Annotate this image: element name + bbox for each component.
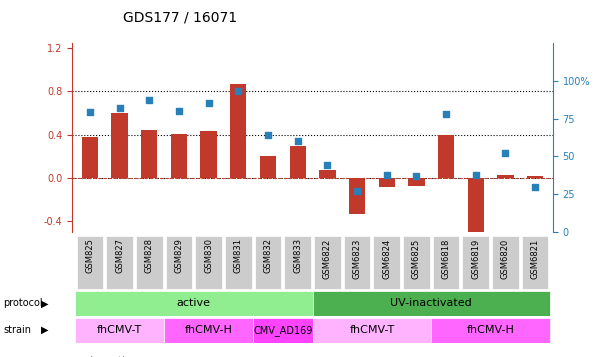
FancyBboxPatch shape	[433, 236, 459, 289]
Text: GSM832: GSM832	[263, 238, 272, 273]
Text: GSM6820: GSM6820	[501, 238, 510, 278]
Bar	[111, 113, 128, 178]
FancyBboxPatch shape	[373, 236, 400, 289]
Bar	[201, 131, 217, 178]
Text: protocol: protocol	[3, 298, 43, 308]
FancyBboxPatch shape	[344, 236, 370, 289]
Bar	[290, 146, 306, 178]
Point	[234, 89, 243, 94]
Text: ■ log ratio: ■ log ratio	[78, 356, 131, 357]
Text: GSM6819: GSM6819	[471, 238, 480, 278]
Text: GSM6824: GSM6824	[382, 238, 391, 278]
FancyBboxPatch shape	[225, 236, 252, 289]
Text: GSM6821: GSM6821	[531, 238, 540, 278]
Point	[85, 110, 95, 115]
Bar	[408, 178, 424, 186]
FancyBboxPatch shape	[403, 236, 430, 289]
Bar	[171, 134, 187, 178]
Bar	[527, 176, 543, 178]
Text: GSM831: GSM831	[234, 238, 243, 273]
FancyBboxPatch shape	[75, 318, 164, 343]
Bar	[349, 178, 365, 214]
Point	[412, 173, 421, 179]
Text: ▶: ▶	[41, 298, 48, 308]
Bar	[438, 135, 454, 178]
FancyBboxPatch shape	[462, 236, 489, 289]
Bar	[468, 178, 484, 232]
Text: GSM829: GSM829	[174, 238, 183, 273]
Point	[501, 151, 510, 156]
Text: ▶: ▶	[41, 325, 48, 335]
Point	[174, 108, 184, 114]
Point	[352, 188, 362, 194]
Text: fhCMV-H: fhCMV-H	[185, 325, 233, 335]
Point	[144, 97, 154, 103]
Text: GSM6825: GSM6825	[412, 238, 421, 278]
Point	[204, 101, 213, 106]
Text: GSM6818: GSM6818	[442, 238, 451, 279]
FancyBboxPatch shape	[253, 318, 313, 343]
FancyBboxPatch shape	[522, 236, 549, 289]
Text: UV-inactivated: UV-inactivated	[391, 298, 472, 308]
Text: GSM830: GSM830	[204, 238, 213, 273]
Text: active: active	[177, 298, 211, 308]
Point	[471, 172, 481, 177]
Text: GSM825: GSM825	[85, 238, 94, 273]
Point	[323, 162, 332, 168]
FancyBboxPatch shape	[195, 236, 222, 289]
Text: CMV_AD169: CMV_AD169	[253, 325, 313, 336]
Text: GSM6823: GSM6823	[353, 238, 362, 279]
Bar	[141, 130, 157, 178]
FancyBboxPatch shape	[166, 236, 192, 289]
FancyBboxPatch shape	[75, 291, 313, 316]
FancyBboxPatch shape	[106, 236, 133, 289]
FancyBboxPatch shape	[164, 318, 253, 343]
Point	[263, 132, 273, 138]
Point	[441, 111, 451, 117]
Text: GSM827: GSM827	[115, 238, 124, 273]
FancyBboxPatch shape	[313, 318, 432, 343]
Text: GSM6822: GSM6822	[323, 238, 332, 278]
FancyBboxPatch shape	[136, 236, 163, 289]
Text: GDS177 / 16071: GDS177 / 16071	[123, 11, 237, 25]
Bar	[319, 170, 335, 178]
FancyBboxPatch shape	[284, 236, 311, 289]
FancyBboxPatch shape	[432, 318, 550, 343]
Text: fhCMV-H: fhCMV-H	[466, 325, 514, 335]
FancyBboxPatch shape	[255, 236, 281, 289]
Point	[382, 172, 391, 177]
Text: fhCMV-T: fhCMV-T	[349, 325, 394, 335]
Text: GSM833: GSM833	[293, 238, 302, 273]
Point	[115, 105, 124, 111]
Bar	[379, 178, 395, 187]
Point	[293, 139, 302, 144]
FancyBboxPatch shape	[313, 291, 550, 316]
FancyBboxPatch shape	[314, 236, 341, 289]
Text: strain: strain	[3, 325, 31, 335]
FancyBboxPatch shape	[492, 236, 519, 289]
Bar	[260, 156, 276, 178]
Bar	[230, 84, 246, 178]
Text: GSM828: GSM828	[145, 238, 154, 273]
Point	[530, 184, 540, 190]
Bar	[497, 175, 514, 178]
Text: fhCMV-T: fhCMV-T	[97, 325, 142, 335]
Bar	[82, 137, 98, 178]
FancyBboxPatch shape	[76, 236, 103, 289]
